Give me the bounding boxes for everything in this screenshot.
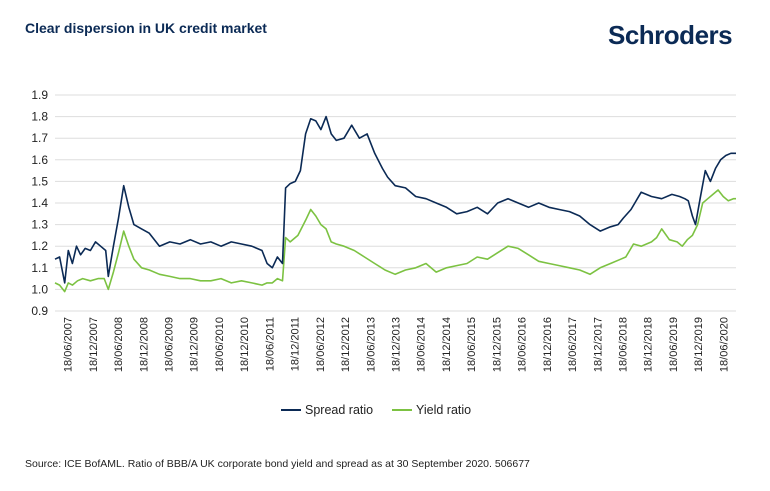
x-tick-label: 18/06/2016 bbox=[517, 317, 529, 372]
legend-item-spread-ratio-label: Spread ratio bbox=[305, 403, 373, 417]
legend-item-yield-ratio-label: Yield ratio bbox=[416, 403, 471, 417]
x-axis: 18/06/2007 18/12/2007 18/06/2008 18/12/2008… bbox=[63, 317, 731, 372]
x-tick-label: 18/06/2015 bbox=[466, 317, 478, 372]
y-tick-label: 1.9 bbox=[31, 88, 48, 102]
y-tick-label: 1.2 bbox=[31, 239, 48, 253]
grid-lines bbox=[55, 94, 736, 312]
x-tick-label: 18/06/2012 bbox=[315, 317, 327, 372]
x-tick-label: 18/12/2008 bbox=[138, 317, 150, 372]
y-tick-label: 1.7 bbox=[31, 131, 48, 145]
y-tick-label: 0.9 bbox=[31, 304, 48, 318]
x-tick-label: 18/06/2011 bbox=[264, 317, 276, 371]
chart-title: Clear dispersion in UK credit market bbox=[25, 20, 267, 36]
schroders-logo: Schroders bbox=[608, 20, 733, 50]
x-tick-label: 18/12/2011 bbox=[290, 317, 302, 371]
y-tick-label: 1.8 bbox=[31, 110, 48, 124]
x-tick-label: 18/06/2014 bbox=[416, 317, 428, 372]
y-tick-label: 1.0 bbox=[31, 282, 48, 296]
x-tick-label: 18/12/2017 bbox=[592, 317, 604, 372]
x-tick-label: 18/12/2015 bbox=[491, 317, 503, 372]
x-tick-label: 18/12/2009 bbox=[189, 317, 201, 372]
y-axis: 1.9 1.8 1.7 1.6 1.5 1.4 1.3 1.2 1.1 1.0 0.9 bbox=[31, 88, 48, 318]
x-tick-label: 18/12/2016 bbox=[542, 317, 554, 372]
x-tick-label: 18/12/2019 bbox=[693, 317, 705, 372]
legend: Spread ratio Yield ratio bbox=[281, 403, 471, 417]
series-group bbox=[54, 115, 736, 293]
x-tick-label: 18/06/2019 bbox=[668, 317, 680, 372]
y-tick-label: 1.3 bbox=[31, 218, 48, 232]
y-tick-label: 1.4 bbox=[31, 196, 48, 210]
y-tick-label: 1.6 bbox=[31, 153, 48, 167]
x-tick-label: 18/12/2014 bbox=[441, 317, 453, 372]
x-tick-label: 18/06/2008 bbox=[113, 317, 125, 372]
x-tick-label: 18/12/2007 bbox=[88, 317, 100, 372]
x-tick-label: 18/12/2018 bbox=[643, 317, 655, 372]
y-tick-label: 1.1 bbox=[31, 261, 48, 275]
x-tick-label: 18/06/2009 bbox=[164, 317, 176, 372]
spread-ratio-line bbox=[54, 115, 736, 284]
x-tick-label: 18/06/2007 bbox=[63, 317, 75, 372]
x-tick-label: 18/06/2010 bbox=[214, 317, 226, 372]
y-tick-label: 1.5 bbox=[31, 174, 48, 188]
yield-ratio-line bbox=[54, 189, 736, 293]
x-tick-label: 18/06/2017 bbox=[567, 317, 579, 372]
x-tick-label: 18/12/2012 bbox=[340, 317, 352, 372]
source-note: Source: ICE BofAML. Ratio of BBB/A UK co… bbox=[25, 458, 530, 470]
x-tick-label: 18/12/2010 bbox=[239, 317, 251, 372]
x-tick-label: 18/06/2013 bbox=[365, 317, 377, 372]
x-tick-label: 18/06/2018 bbox=[618, 317, 630, 372]
x-tick-label: 18/06/2020 bbox=[718, 317, 730, 372]
x-tick-label: 18/12/2013 bbox=[391, 317, 403, 372]
